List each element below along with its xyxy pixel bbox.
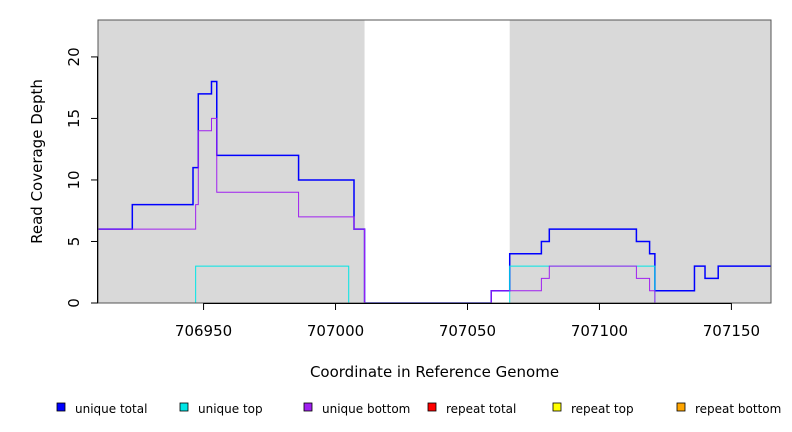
legend-swatch — [56, 402, 66, 412]
x-tick-label: 707100 — [571, 322, 628, 340]
x-axis: 706950 707000 707050 707100 707150 — [175, 303, 760, 340]
legend-swatch — [427, 402, 437, 412]
y-tick-label: 20 — [65, 47, 83, 66]
x-tick-label: 707050 — [439, 322, 496, 340]
legend-label: repeat top — [571, 402, 634, 416]
legend-label: repeat bottom — [695, 402, 781, 416]
x-tick-label: 706950 — [175, 322, 232, 340]
legend-label: unique top — [198, 402, 263, 416]
shaded-region-1 — [98, 20, 365, 303]
y-tick-label: 0 — [65, 298, 83, 308]
y-axis-title: Read Coverage Depth — [28, 79, 46, 244]
x-tick-label: 707150 — [703, 322, 760, 340]
legend-label: unique total — [75, 402, 147, 416]
legend-item-repeat-total: repeat total — [427, 402, 516, 416]
legend-label: unique bottom — [322, 402, 410, 416]
y-tick-label: 10 — [65, 170, 83, 189]
legend: unique total unique top unique bottom repea… — [56, 402, 781, 416]
legend-item-unique-total: unique total — [56, 402, 147, 416]
legend-swatch — [179, 402, 189, 412]
y-tick-label: 5 — [65, 237, 83, 247]
legend-item-unique-bottom: unique bottom — [303, 402, 410, 416]
legend-swatch — [552, 402, 562, 412]
legend-swatch — [303, 402, 313, 412]
legend-item-unique-top: unique top — [179, 402, 263, 416]
shaded-regions — [98, 20, 771, 303]
shaded-region-2 — [509, 20, 771, 303]
x-axis-title: Coordinate in Reference Genome — [310, 363, 559, 381]
x-tick-label: 707000 — [307, 322, 364, 340]
y-tick-label: 15 — [65, 109, 83, 128]
legend-item-repeat-bottom: repeat bottom — [676, 402, 781, 416]
legend-label: repeat total — [446, 402, 516, 416]
legend-item-repeat-top: repeat top — [552, 402, 634, 416]
legend-swatch — [676, 402, 686, 412]
y-axis: 0 5 10 15 20 — [65, 47, 98, 308]
